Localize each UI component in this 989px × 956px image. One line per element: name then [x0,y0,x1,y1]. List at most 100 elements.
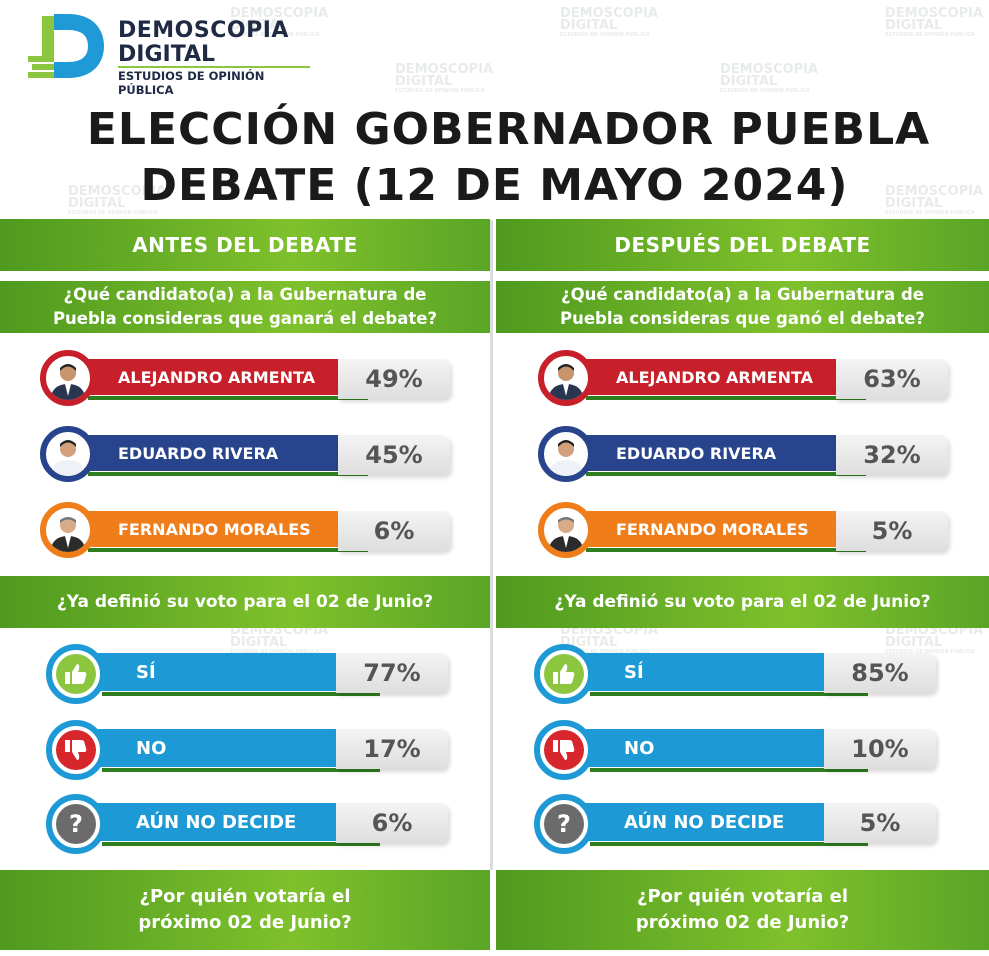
vote-percent: 6% [336,803,448,843]
watermark-text: ESTUDIOS DE OPINIÓN PÚBLICA [885,32,975,38]
vote-icon-ring: ? [534,794,594,854]
candidate-percent: 49% [338,359,450,399]
vote-icon-ring [46,720,106,780]
vote-icon-ring [534,644,594,704]
candidate-name: ALEJANDRO ARMENTA [118,367,316,387]
candidate-row: FERNANDO MORALES 6% [40,502,450,558]
vote-bar: SÍ [80,653,380,696]
watermark: DEMOSCOPIA DIGITAL ESTUDIOS DE OPINIÓN PÚB… [885,6,984,38]
candidate-row: FERNANDO MORALES 5% [538,502,948,558]
thumbs-down-icon [56,730,96,770]
watermark: DEMOSCOPIA DIGITAL ESTUDIOS DE OPINIÓN PÚB… [885,184,984,216]
candidate-photo [538,426,594,482]
brand-tagline: ESTUDIOS DE OPINIÓN PÚBLICA [118,66,310,97]
watermark: DEMOSCOPIA DIGITAL ESTUDIOS DE OPINIÓN PÚB… [395,62,494,94]
person-icon [50,440,86,476]
candidate-row: ALEJANDRO ARMENTA 49% [40,350,450,406]
watermark-text: DIGITAL [230,635,288,650]
brand-name-2: DIGITAL [118,42,216,67]
column-divider [490,220,493,870]
watermark-text: ESTUDIOS DE OPINIÓN PÚBLICA [230,649,320,655]
thumbs-down-icon [544,730,584,770]
candidate-bar: EDUARDO RIVERA [566,435,866,476]
header-after: DESPUÉS DEL DEBATE [496,219,989,271]
vote-bar: AÚN NO DECIDE [80,803,380,846]
watermark-text: ESTUDIOS DE OPINIÓN PÚBLICA [68,210,158,216]
candidate-name: EDUARDO RIVERA [118,443,279,463]
person-icon [50,364,86,400]
vote-percent: 5% [824,803,936,843]
page-subtitle: DEBATE (12 DE MAYO 2024) [140,160,849,211]
watermark-text: ESTUDIOS DE OPINIÓN PÚBLICA [885,649,975,655]
vote-bar: AÚN NO DECIDE [568,803,868,846]
header-before: ANTES DEL DEBATE [0,219,490,271]
watermark-text: DIGITAL [885,196,943,211]
candidate-percent: 45% [338,435,450,475]
vote-bar: NO [568,729,868,772]
watermark: DEMOSCOPIA DIGITAL ESTUDIOS DE OPINIÓN PÚB… [68,184,167,216]
vote-label: NO [624,737,655,759]
watermark-text: DEMOSCOPIA [885,6,984,21]
watermark-text: ESTUDIOS DE OPINIÓN PÚBLICA [885,210,975,216]
person-icon [548,440,584,476]
candidate-percent: 5% [836,511,948,551]
candidate-bar: EDUARDO RIVERA [68,435,368,476]
vote-label: NO [136,737,167,759]
watermark-text: ESTUDIOS DE OPINIÓN PÚBLICA [720,88,810,94]
watermark-text: DIGITAL [395,74,453,89]
page-title: ELECCIÓN GOBERNADOR PUEBLA [86,104,931,155]
question-vote-intention-after: ¿Por quién votaría el próximo 02 de Juni… [496,870,989,950]
vote-bar: NO [80,729,380,772]
vote-label: SÍ [624,661,644,683]
candidate-photo [40,426,96,482]
vote-percent: 10% [824,729,936,769]
watermark-text: DIGITAL [885,635,943,650]
person-icon [50,517,86,552]
person-icon [548,517,584,552]
watermark-text: DEMOSCOPIA [885,184,984,199]
vote-label: AÚN NO DECIDE [624,811,785,833]
vote-icon-ring [534,720,594,780]
logo-d-icon [28,14,104,78]
candidate-name: EDUARDO RIVERA [616,443,777,463]
watermark-text: ESTUDIOS DE OPINIÓN PÚBLICA [560,32,650,38]
vote-row: SÍ 77% [46,642,448,704]
watermark: DEMOSCOPIA DIGITAL ESTUDIOS DE OPINIÓN PÚB… [230,6,329,38]
question-winner-after: ¿Qué candidato(a) a la Gubernatura de Pu… [496,281,989,333]
vote-label: AÚN NO DECIDE [136,811,297,833]
thumbs-up-icon [544,654,584,694]
vote-icon-ring [46,644,106,704]
candidate-name: FERNANDO MORALES [616,519,809,539]
watermark-text: DEMOSCOPIA [720,62,819,77]
vote-row: NO 17% [46,718,448,780]
watermark-text: DEMOSCOPIA [68,184,167,199]
person-icon [548,364,584,400]
vote-row: AÚN NO DECIDE ? 6% [46,792,448,854]
candidate-photo [538,350,594,406]
candidate-percent: 63% [836,359,948,399]
question-vote-intention-before: ¿Por quién votaría el próximo 02 de Juni… [0,870,490,950]
candidate-bar: ALEJANDRO ARMENTA [68,359,368,400]
candidate-bar: FERNANDO MORALES [68,511,368,552]
watermark-text: ESTUDIOS DE OPINIÓN PÚBLICA [560,649,650,655]
watermark-text: DEMOSCOPIA [230,6,329,21]
candidate-name: FERNANDO MORALES [118,519,311,539]
candidate-percent: 32% [836,435,948,475]
watermark-text: DEMOSCOPIA [395,62,494,77]
vote-percent: 17% [336,729,448,769]
watermark-text: DIGITAL [720,74,778,89]
question-winner-before: ¿Qué candidato(a) a la Gubernatura de Pu… [0,281,490,333]
vote-row: AÚN NO DECIDE ? 5% [534,792,944,854]
brand-logo: DEMOSCOPIA DIGITAL ESTUDIOS DE OPINIÓN P… [10,12,310,97]
watermark-text: ESTUDIOS DE OPINIÓN PÚBLICA [230,32,320,38]
watermark: DEMOSCOPIA DIGITAL ESTUDIOS DE OPINIÓN PÚB… [560,7,658,38]
candidate-percent: 6% [338,511,450,551]
vote-label: SÍ [136,661,156,683]
thumbs-up-icon [56,654,96,694]
question-icon: ? [544,804,584,844]
vote-percent: 85% [824,653,936,693]
vote-icon-ring: ? [46,794,106,854]
brand-name: DEMOSCOPIA [118,18,289,43]
candidate-row: EDUARDO RIVERA 32% [538,426,948,482]
candidate-row: EDUARDO RIVERA 45% [40,426,450,482]
